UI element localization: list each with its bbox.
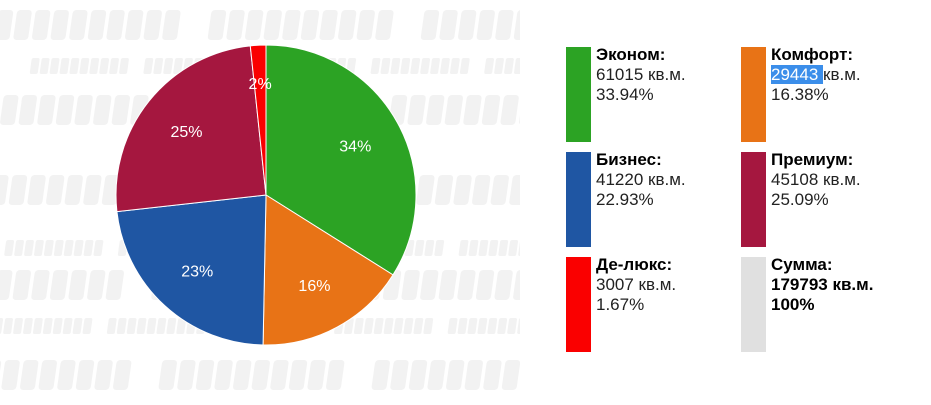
watermark-logo: [4, 240, 104, 256]
legend-percent: 100%: [771, 295, 815, 314]
legend-value: 41220 кв.м.: [596, 170, 686, 189]
watermark-logo: [207, 10, 394, 40]
legend-percent: 22.93%: [596, 190, 654, 209]
legend-label: Премиум:: [771, 150, 854, 169]
legend-swatch: [566, 152, 591, 247]
legend-label: Де-люкс:: [596, 255, 673, 274]
pie-slice-2[interactable]: [116, 194, 267, 346]
watermark-logo: [370, 58, 470, 74]
pie-label-3: 25%: [171, 124, 203, 141]
watermark-logo: [0, 95, 149, 125]
legend-label: Комфорт:: [771, 45, 854, 64]
pie-label-1: 16%: [298, 278, 330, 295]
legend-label: Эконом:: [596, 45, 666, 64]
legend-swatch: [566, 257, 591, 352]
watermark-logo: [371, 360, 520, 390]
watermark-logo: [484, 58, 520, 74]
legend-value: 45108 кв.м.: [771, 170, 861, 189]
watermark-logo: [420, 10, 520, 40]
legend-item: Де-люкс: 3007 кв.м. 1.67%: [596, 255, 676, 315]
watermark-logo: [0, 318, 93, 334]
legend-item: Бизнес: 41220 кв.м. 22.93%: [596, 150, 686, 210]
legend-label: Бизнес:: [596, 150, 662, 169]
legend-value: 3007 кв.м.: [596, 275, 677, 294]
watermark-logo: [0, 360, 132, 390]
legend-value: 179793 кв.м.: [771, 275, 874, 294]
pie-label-4: 2%: [249, 76, 272, 93]
watermark-logo: [364, 270, 520, 300]
legend-swatch: [741, 152, 766, 247]
legend-item: Комфорт: 29443 кв.м. 16.38%: [771, 45, 861, 105]
watermark-logo: [158, 360, 345, 390]
legend-percent: 25.09%: [771, 190, 829, 209]
watermark-logo: [0, 10, 181, 40]
pie-slice-4[interactable]: [249, 44, 267, 196]
legend-value: 29443 кв.м.: [771, 65, 861, 84]
pie-slice-1[interactable]: [262, 194, 394, 346]
watermark-logo: [458, 240, 520, 256]
legend-percent: 1.67%: [596, 295, 645, 314]
watermark-logo: [447, 318, 520, 334]
legend-swatch: [741, 47, 766, 142]
legend-swatch: [741, 257, 766, 352]
legend-item: Сумма: 179793 кв.м. 100%: [771, 255, 873, 315]
legend-percent: 16.38%: [771, 85, 829, 104]
watermark-logo: [388, 95, 520, 125]
legend-swatch: [566, 47, 591, 142]
pie-chart: 34% 16% 23% 25% 2%: [115, 44, 417, 346]
legend-percent: 33.94%: [596, 85, 654, 104]
watermark-logo: [29, 58, 129, 74]
legend-item: Премиум: 45108 кв.м. 25.09%: [771, 150, 861, 210]
pie-slice-0[interactable]: [265, 44, 417, 276]
legend-item: Эконом: 61015 кв.м. 33.94%: [596, 45, 686, 105]
legend-value: 61015 кв.м.: [596, 65, 686, 84]
legend-label: Сумма:: [771, 255, 833, 274]
pie-label-2: 23%: [181, 263, 213, 280]
watermark-logo: [0, 270, 124, 300]
pie-slice-3[interactable]: [115, 45, 267, 213]
pie-label-0: 34%: [339, 139, 371, 156]
